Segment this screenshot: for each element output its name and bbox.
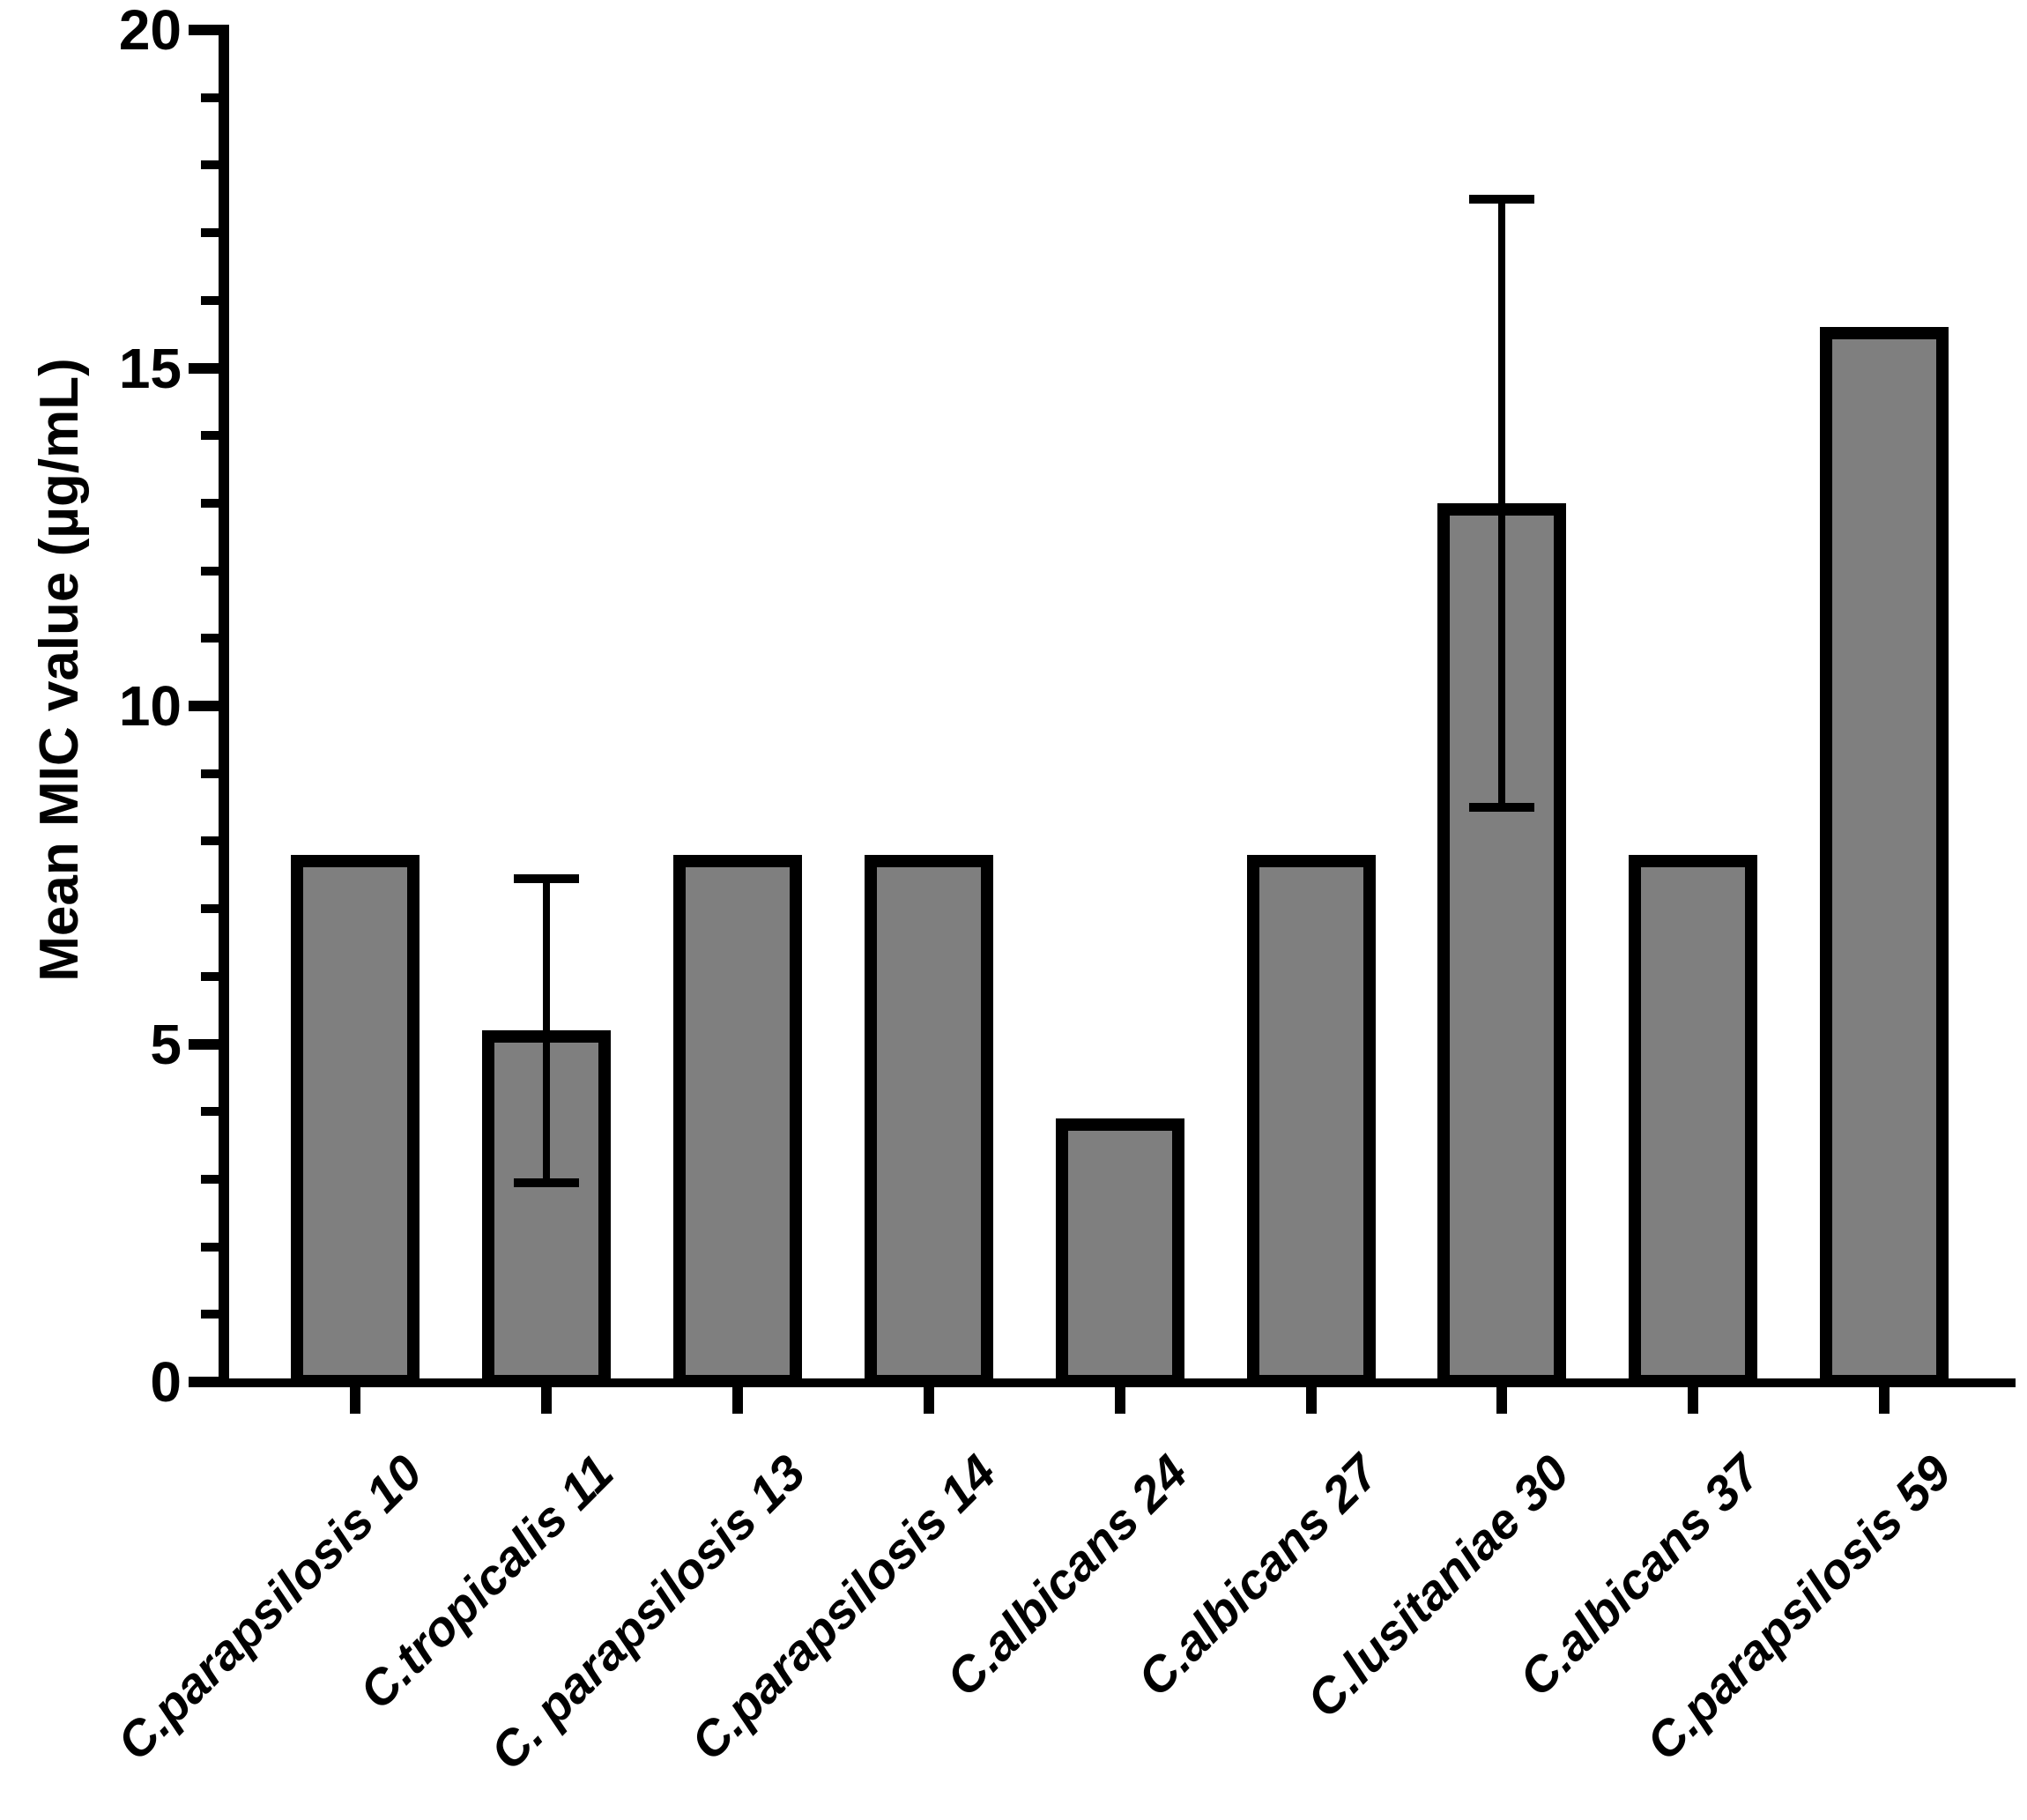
y-minor-tick (201, 1175, 219, 1184)
y-major-tick (189, 363, 219, 374)
y-minor-tick (201, 836, 219, 845)
y-minor-tick (201, 567, 219, 576)
error-bar-line (1498, 199, 1505, 807)
bar (1247, 855, 1376, 1387)
y-tick-label: 10 (118, 674, 182, 738)
bar (673, 855, 802, 1387)
y-tick-label: 20 (118, 0, 182, 62)
y-major-tick (189, 1039, 219, 1050)
bar (291, 855, 420, 1387)
y-minor-tick (201, 769, 219, 778)
x-tick (541, 1387, 552, 1414)
bar (1437, 503, 1566, 1387)
y-tick-label: 5 (150, 1013, 182, 1076)
y-minor-tick (201, 1243, 219, 1252)
bar (865, 855, 993, 1387)
x-tick (350, 1387, 360, 1414)
y-minor-tick (201, 160, 219, 169)
y-axis-spine (219, 25, 229, 1387)
y-minor-tick (201, 1107, 219, 1116)
y-minor-tick (201, 972, 219, 981)
bar (1820, 327, 1949, 1387)
error-bar-cap (1469, 803, 1534, 812)
x-tick (1496, 1387, 1507, 1414)
error-bar-line (543, 879, 550, 1183)
error-bar-cap (514, 874, 579, 883)
y-tick-label: 0 (150, 1350, 182, 1414)
x-tick (1115, 1387, 1125, 1414)
bar (1629, 855, 1757, 1387)
y-minor-tick (201, 1310, 219, 1319)
y-minor-tick (201, 93, 219, 102)
x-axis-label: C. parapsilosis 13 (479, 1444, 816, 1780)
y-major-tick (189, 1377, 219, 1387)
y-minor-tick (201, 431, 219, 440)
bar (1056, 1118, 1184, 1387)
y-major-tick (189, 701, 219, 711)
x-tick (1306, 1387, 1317, 1414)
y-minor-tick (201, 499, 219, 508)
y-minor-tick (201, 228, 219, 237)
x-tick (1688, 1387, 1698, 1414)
error-bar-cap (514, 1178, 579, 1187)
y-major-tick (189, 25, 219, 35)
y-minor-tick (201, 296, 219, 305)
y-tick-label: 15 (118, 337, 182, 400)
x-tick (732, 1387, 743, 1414)
error-bar-cap (1469, 195, 1534, 204)
x-axis-label: C.parapsilosis 10 (106, 1444, 434, 1771)
x-tick (1879, 1387, 1890, 1414)
y-minor-tick (201, 904, 219, 913)
x-tick (924, 1387, 934, 1414)
y-minor-tick (201, 634, 219, 643)
